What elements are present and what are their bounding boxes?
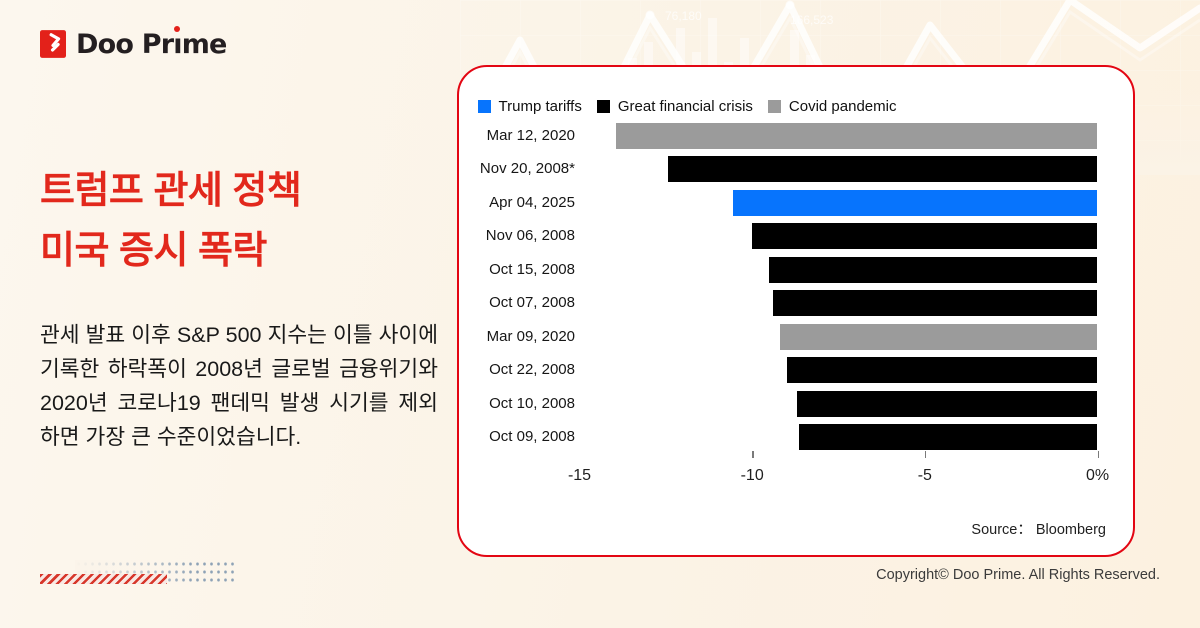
title-line-1: 트럼프 관세 정책 (40, 170, 302, 212)
chart-row-label: Nov 20, 2008* (479, 160, 575, 178)
chart-bar (772, 290, 1098, 317)
chart-row-label: Oct 15, 2008 (489, 260, 575, 278)
chart-card: Trump tariffs Great financial crisis Covid… (457, 65, 1135, 557)
axis-tick-label: -15 (567, 467, 592, 484)
chart-row-label: Oct 10, 2008 (489, 394, 575, 412)
chart-bar (797, 390, 1098, 417)
legend-swatch-icon (767, 100, 781, 113)
chart-bar (752, 223, 1098, 250)
chart-row-label: Apr 04, 2025 (489, 193, 575, 211)
legend-swatch-icon (596, 100, 610, 113)
legend-label: Covid pandemic (788, 98, 897, 115)
logo-red-dot (174, 25, 181, 32)
axis-tick-label: 0% (1085, 467, 1110, 484)
chart-row-label: Oct 22, 2008 (489, 361, 575, 379)
chart-legend: Trump tariffs Great financial crisis Covid… (477, 98, 897, 115)
axis-tick (1097, 451, 1099, 458)
chart-row-label: Oct 09, 2008 (489, 428, 575, 446)
doo-prime-logo-icon (40, 30, 66, 58)
chart-bar (769, 256, 1098, 283)
chart-bar (798, 424, 1098, 451)
axis-tick-label: -5 (917, 467, 932, 484)
source-note: Source： Bloomberg (971, 522, 1106, 538)
decor-hatched-bar (40, 574, 167, 584)
legend-item: Great financial crisis (596, 98, 753, 115)
chart-row-label: Mar 12, 2020 (486, 127, 575, 144)
chart-bar (667, 156, 1098, 183)
legend-swatch-icon (477, 100, 491, 113)
chart-bar (786, 357, 1098, 384)
doo-prime-wordmark: Doo Prı me (76, 25, 227, 58)
chart-bar (733, 189, 1098, 216)
chart-bar (779, 323, 1098, 350)
title-line-2: 미국 증시 폭락 (40, 230, 267, 272)
doo-prime-logo: Doo Prı me (40, 25, 227, 58)
chart-row-label: Nov 06, 2008 (485, 227, 575, 245)
axis-tick (924, 451, 927, 458)
page-title: 트럼프 관세 정책 미국 증시 폭락 (40, 161, 450, 281)
legend-label: Great financial crisis (617, 98, 753, 115)
chart-row-label: Oct 07, 2008 (489, 294, 575, 312)
chart-bar (615, 123, 1098, 149)
body-paragraph: 관세 발표 이후 S&P 500 지수는 이틀 사이에 기록한 하락폭이 200… (40, 322, 438, 449)
axis-tick (752, 451, 754, 458)
copyright-text: Copyright© Doo Prime. All Rights Reserve… (876, 567, 1160, 583)
axis-tick-label: -10 (740, 467, 764, 484)
legend-item: Covid pandemic (767, 98, 897, 115)
chart-row-label: Mar 09, 2020 (486, 327, 575, 345)
logo-i-letter: ı (173, 25, 183, 58)
legend-item: Trump tariffs (477, 98, 582, 115)
legend-label: Trump tariffs (498, 98, 582, 115)
